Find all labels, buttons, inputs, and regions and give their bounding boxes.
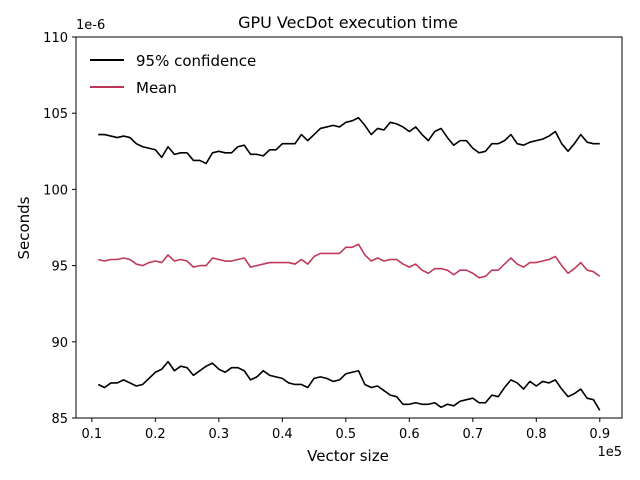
plot-frame [75,36,623,419]
x-tick-label: 0.5 [335,427,356,442]
y-tick-label: 95 [51,260,68,275]
y-axis: 85 90 95 100 105 110 [43,31,76,427]
series-line-upper-confidence [98,116,600,165]
series-layer [97,116,601,411]
y-tick-label: 90 [51,336,68,351]
x-tick-label: 0.8 [526,427,547,442]
legend-label-confidence: 95% confidence [136,52,256,70]
series-line-mean [98,243,601,279]
series-line-lower-confidence [97,360,601,411]
x-offset-label: 1e5 [597,445,622,460]
y-tick-label: 85 [51,412,68,427]
y-axis-title: Seconds [15,196,33,259]
x-axis: 0.1 0.2 0.3 0.4 0.5 0.6 0.7 0.8 0.9 [82,418,610,442]
y-offset-label: 1e-6 [76,18,105,33]
x-axis-title: Vector size [307,447,389,465]
x-tick-label: 0.7 [462,427,483,442]
chart-title: GPU VecDot execution time [238,13,458,32]
legend: 95% confidence Mean [90,52,256,97]
x-tick-label: 0.4 [272,427,293,442]
x-tick-label: 0.3 [209,427,230,442]
x-tick-label: 0.1 [82,427,103,442]
y-tick-label: 100 [43,183,68,198]
y-tick-label: 110 [43,31,68,46]
y-tick-label: 105 [43,107,68,122]
x-tick-label: 0.2 [145,427,166,442]
x-tick-label: 0.6 [399,427,420,442]
x-tick-label: 0.9 [589,427,610,442]
legend-label-mean: Mean [136,79,177,97]
